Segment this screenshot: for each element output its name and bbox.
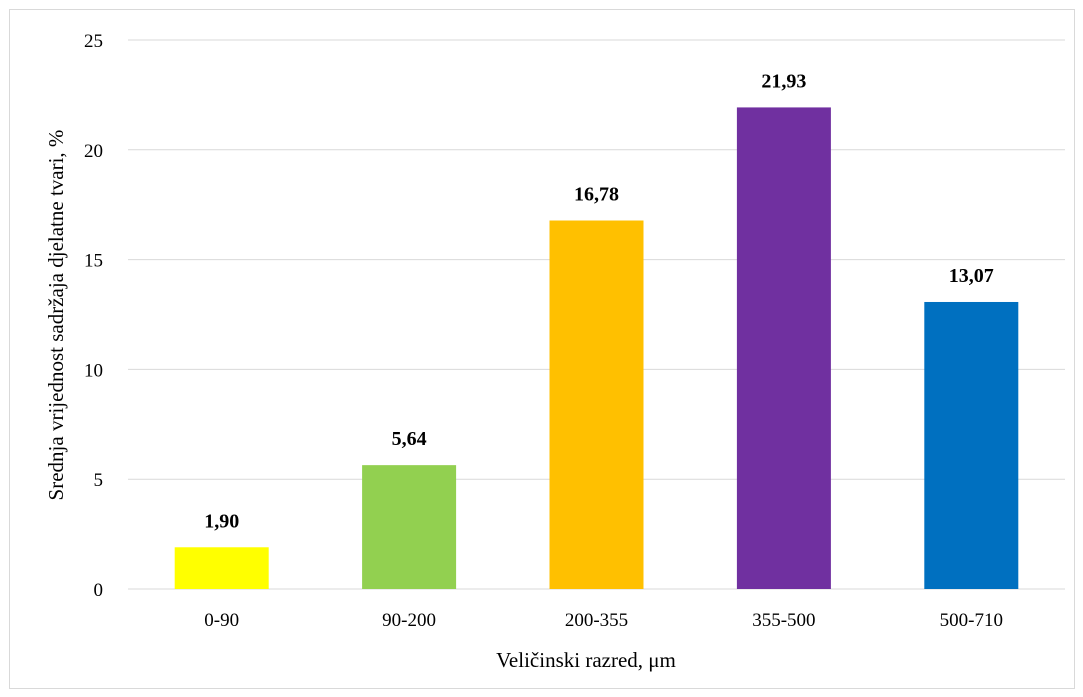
bar-0-90 — [174, 547, 269, 589]
data-label: 16,78 — [574, 184, 619, 206]
bar-500-710 — [924, 301, 1019, 589]
y-tick-label: 10 — [84, 360, 103, 381]
bar-90-200 — [362, 465, 457, 589]
y-tick-label: 25 — [84, 31, 103, 52]
data-label: 13,07 — [949, 265, 994, 287]
bar-355-500 — [736, 107, 831, 589]
data-label: 5,64 — [392, 428, 427, 450]
x-tick-label: 500-710 — [940, 610, 1003, 631]
y-tick-label: 0 — [94, 580, 104, 601]
y-tick-label: 20 — [84, 141, 103, 162]
y-tick-label: 15 — [84, 251, 103, 272]
value-labels: 1,90 5,64 16,78 21,93 13,07 — [204, 70, 994, 532]
bars — [174, 107, 1019, 589]
data-label: 21,93 — [761, 70, 806, 92]
x-tick-label: 355-500 — [752, 610, 815, 631]
gridlines — [128, 39, 1065, 590]
data-label: 1,90 — [204, 510, 239, 532]
y-tick-label: 5 — [94, 470, 104, 491]
x-tick-label: 0-90 — [204, 610, 239, 631]
x-tick-label: 90-200 — [382, 610, 436, 631]
x-axis-title: Veličinski razred, μm — [496, 648, 676, 672]
x-tick-label: 200-355 — [565, 610, 628, 631]
x-axis-ticks: 0-90 90-200 200-355 355-500 500-710 — [204, 610, 1003, 631]
bar-200-355 — [549, 220, 644, 589]
y-axis-title: Srednja vrijednost sadržaja djelatne tva… — [44, 130, 68, 501]
y-axis-ticks: 0 5 10 15 20 25 — [84, 31, 103, 601]
